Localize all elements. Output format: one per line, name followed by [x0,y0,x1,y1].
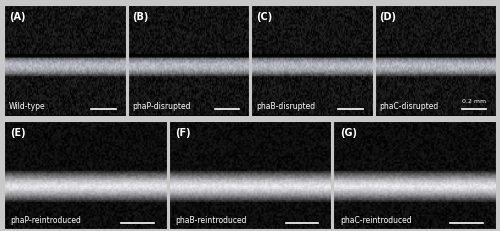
Text: phaC-reintroduced: phaC-reintroduced [340,216,411,225]
Text: phaP-reintroduced: phaP-reintroduced [10,216,82,225]
Text: phaC-disrupted: phaC-disrupted [380,102,438,111]
Text: (E): (E) [10,128,26,138]
Text: (B): (B) [132,12,148,22]
Text: (G): (G) [340,128,357,138]
Text: phaB-disrupted: phaB-disrupted [256,102,315,111]
Text: (A): (A) [9,12,26,22]
Text: phaB-reintroduced: phaB-reintroduced [175,216,246,225]
Text: (F): (F) [175,128,191,138]
Text: (C): (C) [256,12,272,22]
Text: 0.2 mm: 0.2 mm [462,99,486,104]
Text: Wild-type: Wild-type [9,102,46,111]
Text: (D): (D) [380,12,396,22]
Text: phaP-disrupted: phaP-disrupted [132,102,191,111]
